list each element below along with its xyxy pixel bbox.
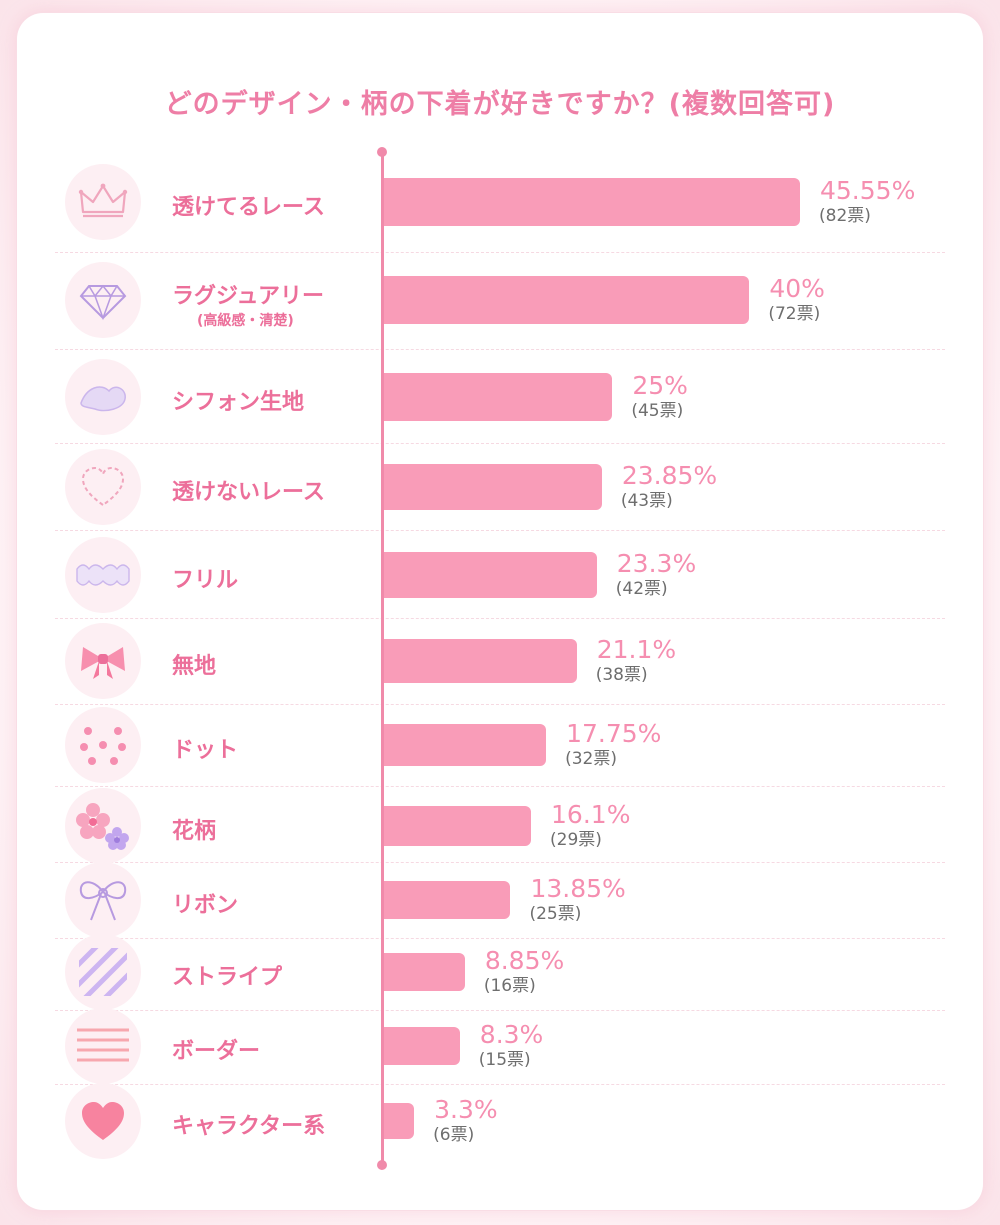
axis-bottom-dot	[377, 1160, 387, 1170]
votes-label: (29票)	[550, 830, 602, 850]
row-divider	[55, 530, 945, 531]
votes-label: (6票)	[433, 1125, 475, 1145]
category-label: シフォン生地	[172, 390, 305, 415]
category-sublabel: (高級感・清楚)	[197, 313, 294, 329]
row-divider	[55, 443, 945, 444]
percent-label: 8.3%	[479, 1020, 544, 1049]
row-divider	[55, 862, 945, 863]
border-lines-icon	[65, 1008, 141, 1084]
votes-label: (25票)	[529, 904, 582, 924]
heart-filled-icon	[65, 1083, 141, 1159]
category-label: ストライプ	[172, 965, 283, 990]
flower-icon	[65, 788, 141, 864]
percent-label: 40%	[769, 274, 825, 303]
category-label: フリル	[172, 568, 239, 593]
bar	[384, 464, 602, 510]
bar	[384, 552, 597, 598]
row-divider	[55, 938, 945, 939]
row-divider	[55, 618, 945, 619]
dots-icon	[65, 707, 141, 783]
bar	[384, 953, 465, 991]
category-label: ドット	[172, 738, 239, 763]
row-divider	[55, 786, 945, 787]
votes-label: (16票)	[483, 976, 536, 996]
bar	[384, 724, 547, 766]
category-label: 花柄	[172, 819, 217, 844]
votes-label: (42票)	[615, 579, 668, 599]
votes-label: (32票)	[565, 749, 617, 769]
row-divider	[55, 349, 945, 350]
category-label: 無地	[172, 654, 217, 679]
category-label: 透けないレース	[172, 480, 325, 505]
bow-icon	[65, 623, 141, 699]
percent-label: 16.1%	[551, 800, 631, 829]
row-divider	[55, 1010, 945, 1011]
percent-label: 17.75%	[566, 719, 662, 748]
bar	[384, 178, 800, 226]
bar	[384, 806, 532, 846]
bar	[384, 373, 613, 421]
category-label: 透けてるレース	[172, 195, 325, 220]
percent-label: 21.1%	[596, 635, 677, 664]
row-divider	[55, 252, 945, 253]
bar	[384, 881, 511, 919]
percent-label: 45.55%	[820, 176, 916, 205]
percent-label: 23.3%	[616, 549, 697, 578]
diamond-icon	[65, 262, 141, 338]
percent-label: 8.85%	[484, 946, 565, 975]
percent-label: 23.85%	[621, 461, 718, 490]
percent-label: 13.85%	[530, 874, 626, 903]
chiffon-icon	[65, 359, 141, 435]
bar	[384, 1027, 460, 1065]
votes-label: (82票)	[819, 206, 871, 226]
stripe-icon	[65, 934, 141, 1010]
votes-label: (15票)	[478, 1050, 531, 1070]
chart-axis	[381, 152, 384, 1164]
row-divider	[55, 704, 945, 705]
category-label: ラグジュアリー	[172, 284, 325, 309]
crown-icon	[65, 164, 141, 240]
ribbon-icon	[65, 862, 141, 938]
votes-label: (43票)	[620, 491, 673, 511]
percent-label: 3.3%	[434, 1095, 498, 1124]
category-label: リボン	[172, 893, 239, 918]
category-label: ボーダー	[172, 1039, 261, 1064]
bar	[384, 1103, 415, 1139]
frill-icon	[65, 537, 141, 613]
votes-label: (38票)	[595, 665, 648, 685]
axis-top-dot	[377, 147, 387, 157]
bar	[384, 276, 750, 324]
percent-label: 25%	[632, 371, 688, 400]
category-label: キャラクター系	[172, 1114, 326, 1139]
chart-title: どのデザイン・柄の下着が好きですか？(複数回答可)	[164, 89, 836, 120]
row-divider	[55, 1084, 945, 1085]
bar	[384, 639, 577, 683]
votes-label: (45票)	[631, 401, 684, 421]
votes-label: (72票)	[768, 304, 821, 324]
heart-outline-icon	[65, 449, 141, 525]
